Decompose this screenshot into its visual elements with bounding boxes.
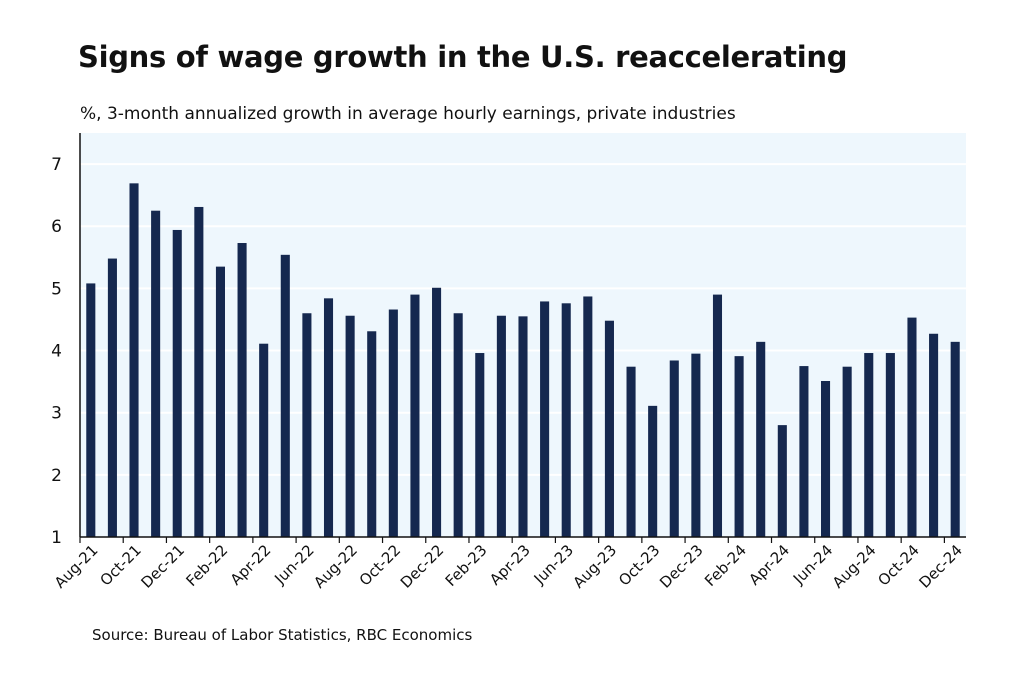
x-tick-label: Jun-22 — [270, 541, 317, 588]
bar-Oct-24 — [907, 317, 917, 537]
bar-Apr-22 — [259, 343, 269, 537]
y-tick-label: 3 — [51, 404, 62, 424]
bar-Jan-23 — [453, 313, 463, 537]
x-tick-label: Apr-24 — [745, 541, 793, 589]
bar-Aug-21 — [86, 283, 96, 537]
chart-title: Signs of wage growth in the U.S. reaccel… — [78, 40, 848, 74]
bar-Sep-23 — [626, 366, 636, 537]
x-tick-label: Jun-23 — [530, 541, 577, 588]
bar-Dec-23 — [691, 353, 701, 537]
x-tick-label: Dec-24 — [915, 541, 966, 592]
bar-Feb-23 — [475, 353, 485, 537]
bar-Nov-22 — [410, 294, 420, 537]
bar-Jul-22 — [323, 298, 334, 537]
x-tick-label: Oct-24 — [874, 541, 922, 589]
chart-subtitle: %, 3-month annualized growth in average … — [80, 104, 736, 124]
x-tick-label: Feb-22 — [182, 541, 231, 590]
bar-Oct-23 — [648, 405, 658, 537]
x-tick-label: Oct-21 — [96, 541, 144, 589]
x-tick-label: Jun-24 — [789, 541, 836, 588]
x-tick-label: Aug-24 — [829, 541, 880, 592]
bar-Nov-23 — [669, 360, 679, 537]
bar-Nov-21 — [151, 210, 161, 537]
bar-May-22 — [280, 254, 290, 537]
x-tick-label: Oct-22 — [356, 541, 404, 589]
x-tick-label: Feb-23 — [442, 541, 491, 590]
x-tick-label: Dec-21 — [137, 541, 188, 592]
bar-Sep-24 — [885, 353, 895, 537]
bar-Mar-23 — [496, 315, 506, 537]
y-tick-label: 6 — [51, 217, 62, 237]
bar-Oct-22 — [388, 309, 398, 537]
y-tick-label: 1 — [51, 528, 62, 548]
source-note: Source: Bureau of Labor Statistics, RBC … — [92, 626, 473, 644]
bar-Apr-24 — [777, 425, 787, 537]
bar-Feb-22 — [215, 266, 226, 537]
bar-Jun-24 — [820, 380, 831, 537]
bar-Dec-22 — [432, 287, 442, 537]
x-tick-label: Apr-23 — [486, 541, 534, 589]
x-tick-label: Feb-24 — [701, 541, 750, 590]
bar-Jul-23 — [583, 296, 593, 537]
y-tick-label: 4 — [51, 342, 62, 362]
x-tick-label: Dec-22 — [397, 541, 448, 592]
bar-Nov-24 — [929, 333, 939, 537]
bar-Jan-22 — [194, 206, 204, 537]
bar-Feb-24 — [734, 356, 744, 537]
bar-May-23 — [540, 301, 550, 537]
bar-Apr-23 — [518, 316, 528, 537]
bar-Dec-21 — [172, 229, 182, 537]
x-tick-label: Aug-21 — [51, 541, 102, 592]
bar-Jul-24 — [842, 366, 852, 537]
bar-Sep-21 — [107, 258, 117, 537]
bar-Jun-22 — [302, 313, 312, 537]
bar-Jun-23 — [561, 303, 571, 537]
bar-Mar-24 — [756, 341, 766, 537]
x-tick-label: Apr-22 — [227, 541, 275, 589]
bar-May-24 — [799, 366, 809, 537]
bar-Sep-22 — [367, 331, 377, 537]
x-tick-label: Dec-23 — [656, 541, 707, 592]
x-tick-label: Oct-23 — [615, 541, 663, 589]
bar-Jan-24 — [712, 294, 723, 537]
bar-Mar-22 — [237, 243, 247, 537]
y-tick-label: 7 — [51, 155, 62, 175]
bar-Oct-21 — [129, 183, 139, 538]
bar-Aug-22 — [345, 315, 355, 537]
y-tick-label: 2 — [51, 466, 62, 486]
bar-Aug-23 — [604, 320, 614, 537]
bar-Aug-24 — [864, 353, 874, 537]
bar-Dec-24 — [950, 341, 960, 537]
x-tick-label: Aug-22 — [310, 541, 361, 592]
y-tick-label: 5 — [51, 279, 62, 299]
x-tick-label: Aug-23 — [569, 541, 620, 592]
